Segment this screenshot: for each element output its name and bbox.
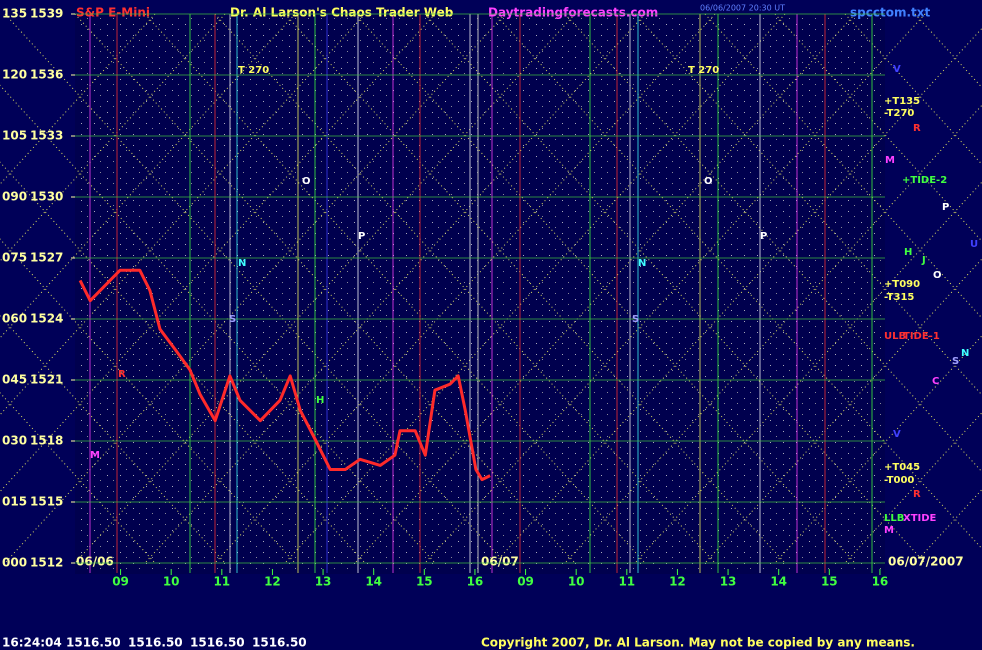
status-value: 1516.50 xyxy=(252,636,307,650)
annotation: T 270 xyxy=(688,65,719,76)
y2-tick-label: 105 xyxy=(2,129,27,143)
x-tick-label: 12 xyxy=(264,575,281,589)
x-tick-label: 16 xyxy=(467,575,484,589)
annotation: S xyxy=(229,314,236,325)
x-tick-label: 10 xyxy=(163,575,180,589)
annotation: R xyxy=(118,369,126,380)
y2-tick-label: 075 xyxy=(2,251,27,265)
x-tick-label: 13 xyxy=(720,575,737,589)
x-tick-label: 12 xyxy=(669,575,686,589)
y-tick-label: 1539 xyxy=(30,7,63,21)
annotation: R xyxy=(913,489,921,500)
y-tick-label: 1515 xyxy=(30,495,63,509)
copyright: Copyright 2007, Dr. Al Larson. May not b… xyxy=(481,636,915,650)
annotation: N xyxy=(238,258,246,269)
annotation: V xyxy=(893,64,901,75)
annotation: U xyxy=(970,239,978,250)
chart-subtitle: Dr. Al Larson's Chaos Trader Web xyxy=(230,6,454,20)
annotation: M xyxy=(884,525,894,536)
status-value: 1516.50 xyxy=(128,636,183,650)
x-tick-label: 16 xyxy=(872,575,889,589)
status-value: 1516.50 xyxy=(66,636,121,650)
y2-tick-label: 045 xyxy=(2,373,27,387)
annotation: M xyxy=(90,450,100,461)
y2-tick-label: 030 xyxy=(2,434,27,448)
y-tick-label: 1530 xyxy=(30,190,63,204)
y-tick-label: 1512 xyxy=(30,556,63,570)
x-tick-label: 14 xyxy=(770,575,787,589)
annotation: P xyxy=(358,231,365,242)
x-tick-label: 11 xyxy=(618,575,635,589)
annotation: S xyxy=(952,356,959,367)
y2-tick-label: 000 xyxy=(2,556,27,570)
annotation: V xyxy=(893,429,901,440)
annotation: C xyxy=(932,376,939,387)
y2-tick-label: 135 xyxy=(2,7,27,21)
annotation: TIDE-1 xyxy=(903,331,940,342)
status-time: 16:24:04 xyxy=(2,636,62,650)
timestamp: 06/06/2007 20:30 UT xyxy=(700,4,785,13)
y-tick-label: 1518 xyxy=(30,434,63,448)
annotation: P xyxy=(942,202,949,213)
plot-dots xyxy=(75,14,885,574)
annotation: XTIDE xyxy=(903,513,937,524)
annotation: -T270 xyxy=(884,108,914,119)
annotation: +T045 xyxy=(884,462,920,473)
y2-tick-label: 015 xyxy=(2,495,27,509)
x-tick-label: 10 xyxy=(568,575,585,589)
date-label: 06/07 xyxy=(481,555,519,569)
annotation: P xyxy=(760,231,767,242)
date-label: 06/07/2007 xyxy=(888,555,964,569)
annotation: O xyxy=(933,270,942,281)
annotation: S xyxy=(632,314,639,325)
annotation: -T000 xyxy=(884,475,914,486)
annotation: +T135 xyxy=(884,96,920,107)
chart-title: S&P E-Mini xyxy=(76,6,150,20)
x-tick-label: 11 xyxy=(213,575,230,589)
annotation: +TIDE-2 xyxy=(902,175,947,186)
annotation: T 270 xyxy=(238,65,269,76)
annotation: -T315 xyxy=(884,292,914,303)
file-name: spcctom.txt xyxy=(850,6,930,20)
annotation: LLB xyxy=(884,513,904,524)
x-tick-label: 15 xyxy=(821,575,838,589)
x-tick-label: 14 xyxy=(365,575,382,589)
y2-tick-label: 090 xyxy=(2,190,27,204)
y2-tick-label: 060 xyxy=(2,312,27,326)
annotation: ULB xyxy=(884,331,906,342)
annotation: N xyxy=(638,258,646,269)
date-label: 06/06 xyxy=(76,555,114,569)
x-tick-label: 09 xyxy=(112,575,129,589)
site: Daytradingforecasts.com xyxy=(488,6,658,20)
annotation: M xyxy=(885,155,895,166)
y-tick-label: 1521 xyxy=(30,373,63,387)
y-tick-label: 1536 xyxy=(30,68,63,82)
y-tick-label: 1524 xyxy=(30,312,63,326)
y-tick-label: 1527 xyxy=(30,251,63,265)
x-tick-label: 09 xyxy=(517,575,534,589)
annotation: H xyxy=(904,247,912,258)
annotation: R xyxy=(913,123,921,134)
y-tick-label: 1533 xyxy=(30,129,63,143)
annotation: N xyxy=(961,348,969,359)
annotation: O xyxy=(704,176,713,187)
annotation: O xyxy=(302,176,311,187)
annotation: +T090 xyxy=(884,279,920,290)
annotation: J xyxy=(921,255,926,266)
annotation: H xyxy=(316,395,324,406)
y2-tick-label: 120 xyxy=(2,68,27,82)
status-value: 1516.50 xyxy=(190,636,245,650)
price-line xyxy=(78,268,491,482)
x-tick-label: 13 xyxy=(315,575,332,589)
x-tick-label: 15 xyxy=(416,575,433,589)
